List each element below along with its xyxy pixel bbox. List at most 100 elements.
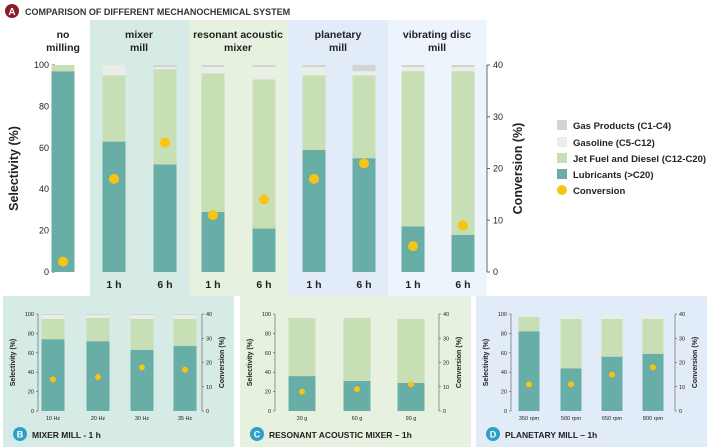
y2-tick-label: 30 (206, 336, 212, 342)
x-tick-label: 800 rpm (643, 416, 664, 422)
conversion-point (182, 366, 188, 373)
bar-gas (352, 65, 376, 72)
y-tick-label: 60 (501, 351, 507, 357)
y-tick-label: 100 (25, 312, 34, 318)
y-tick-label: 80 (28, 331, 34, 337)
badge (13, 427, 27, 441)
bar-jet (343, 317, 371, 381)
group-label: planetary (315, 29, 362, 41)
bar-jet (288, 317, 316, 377)
badge-a (5, 4, 19, 18)
legend-marker-conversion (557, 185, 567, 195)
bar-jet (397, 318, 425, 383)
bar-jet (252, 79, 276, 229)
subchart-resonant-acoustic-mixer: 0 20 40 60 80 100 0 10 20 30 40 Selectivity (%) Conv… (240, 296, 471, 447)
legend-marker-jet (557, 153, 567, 163)
y2-tick-label: 10 (679, 385, 685, 391)
y2-tick-label: 20 (443, 361, 449, 367)
y2-tick-label: 30 (443, 336, 449, 342)
bar-gas (252, 65, 276, 68)
bar-jet (352, 75, 376, 159)
group-label: vibrating disc (403, 29, 471, 41)
bar-gasoline (153, 67, 177, 70)
y-tick-label: 0 (31, 409, 34, 415)
x-tick-label: 60 g (352, 416, 363, 422)
bar-gasoline (451, 67, 475, 72)
main-chart: A COMPARISON OF DIFFERENT MECHANOCHEMICAL… (5, 4, 706, 296)
conversion-point (208, 210, 218, 221)
panel-d: 0 20 40 60 80 100 0 10 20 30 40 Selectivity (%) Conv… (476, 296, 707, 447)
y-tick-label: 60 (28, 351, 34, 357)
bar-jet (451, 71, 475, 235)
bar-jet (130, 318, 154, 350)
bar-jet (102, 75, 126, 142)
bar-gasoline (41, 314, 65, 319)
conversion-point (139, 364, 145, 371)
y-tick-label: 100 (262, 312, 271, 318)
x-tick-label: 30 g (297, 416, 308, 422)
badge-label: C (254, 430, 261, 440)
conversion-point (526, 381, 532, 388)
bar-gas (401, 65, 425, 68)
conversion-point (359, 158, 369, 169)
bar-gasoline (130, 314, 154, 319)
conversion-point (458, 220, 468, 231)
y-tick-label: 60 (265, 351, 271, 357)
bar-lubricants (153, 164, 177, 272)
y-tick-label: 40 (265, 370, 271, 376)
badge (486, 427, 500, 441)
bar-jet (201, 73, 225, 212)
y2-axis-title: Conversion (%) (692, 337, 699, 388)
bar-gasoline (252, 67, 276, 80)
conversion-point (354, 386, 360, 393)
group-label: mill (428, 42, 446, 54)
badge-a-label: A (8, 7, 15, 18)
bar-jet (518, 316, 540, 332)
y-tick-label: 40 (28, 370, 34, 376)
conversion-point (609, 371, 615, 378)
badge-label: B (17, 430, 24, 440)
y-tick-label: 20 (28, 390, 34, 396)
conversion-point (309, 173, 319, 184)
bar-gas (201, 65, 225, 68)
y2-tick-label: 10 (493, 215, 503, 225)
y-tick-label: 0 (268, 409, 271, 415)
bar-gasoline (397, 316, 425, 319)
bar-gas (153, 65, 177, 68)
subchart-planetary-mill: 0 20 40 60 80 100 0 10 20 30 40 Selectivity (%) Conv… (476, 296, 707, 447)
y-axis-title: Selectivity (%) (483, 339, 490, 386)
main-title: COMPARISON OF DIFFERENT MECHANOCHEMICAL … (25, 7, 290, 17)
legend-marker-lubricants (557, 169, 567, 179)
bar-lubricants (642, 353, 664, 411)
bar-jet (601, 318, 623, 357)
x-tick-label: 20 Hz (91, 416, 106, 422)
group-label: no (57, 29, 70, 41)
y-axis-title: Selectivity (%) (7, 126, 21, 211)
group-label: mixer (224, 42, 252, 54)
y-tick-label: 20 (265, 390, 271, 396)
panel-title: PLANETARY MILL – 1h (505, 430, 597, 440)
legend-marker-gasoline (557, 137, 567, 147)
y-tick-label: 60 (39, 143, 49, 153)
y2-tick-label: 0 (493, 267, 498, 277)
bar-jet (173, 318, 197, 347)
conversion-point (408, 381, 414, 388)
panel-background (3, 296, 234, 447)
y2-tick-label: 40 (206, 312, 212, 318)
y2-tick-label: 20 (493, 164, 503, 174)
badge (250, 427, 264, 441)
conversion-point (259, 194, 269, 205)
legend-label: Gas Products (C1-C4) (573, 121, 671, 132)
bar-gasoline (601, 316, 623, 319)
x-tick-label: 650 rpm (602, 416, 623, 422)
y2-tick-label: 40 (679, 312, 685, 318)
group-label: mill (329, 42, 347, 54)
bar-gasoline (343, 316, 371, 318)
bar-jet (642, 318, 664, 354)
x-tick-label: 1 h (106, 279, 121, 291)
bar-gasoline (401, 67, 425, 72)
group-label: resonant acoustic (193, 29, 283, 41)
x-tick-label: 1 h (405, 279, 420, 291)
x-tick-label: 6 h (356, 279, 371, 291)
